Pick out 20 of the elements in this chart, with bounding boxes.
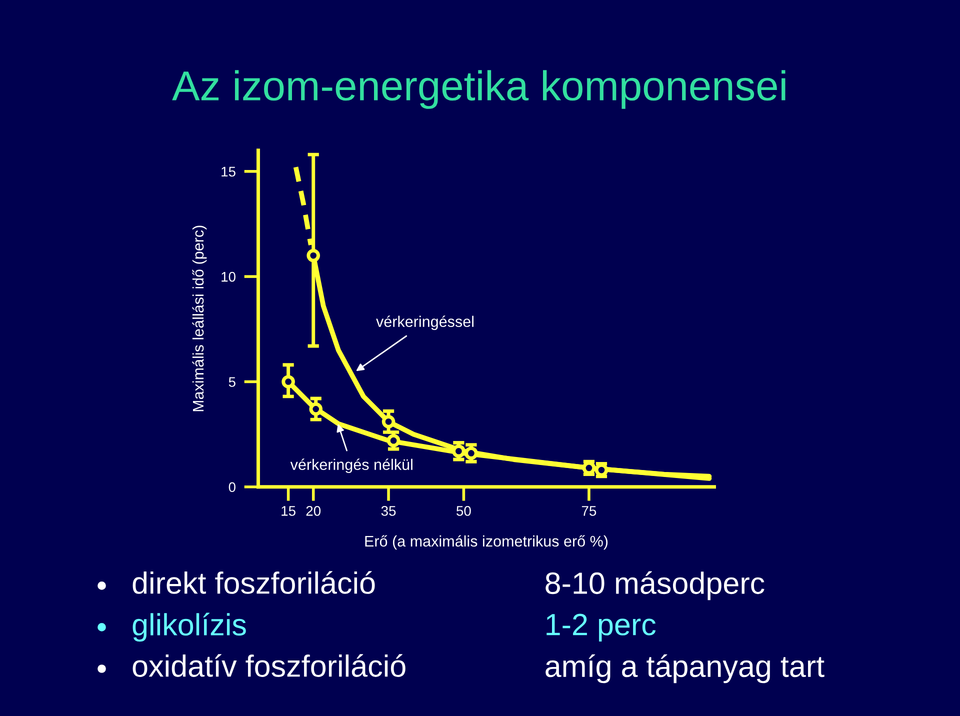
x-tick-label: 50	[456, 506, 471, 516]
x-tick-label: 35	[381, 506, 396, 516]
x-axis-title: Erő (a maximális izometrikus erő %)	[365, 535, 608, 550]
y-tick-label: 0	[228, 482, 236, 492]
text: amíg a tápanyag tart	[546, 654, 824, 684]
text: glikolízis	[132, 612, 246, 642]
y-tick-label: 10	[222, 272, 236, 282]
y-tick-label: 15	[222, 166, 236, 177]
y-tick-label: 5	[228, 377, 236, 387]
annotation: vérkeringéssel	[376, 316, 474, 330]
text: 1-2 perc	[546, 614, 656, 642]
text: oxidatív foszforiláció	[132, 654, 406, 677]
text: direkt foszforiláció	[132, 571, 375, 594]
x-tick-label: 75	[582, 506, 596, 516]
y-axis-title: Maximális leállási idő (perc)	[192, 226, 207, 412]
annotation: vérkeringés nélkül	[290, 458, 412, 474]
chart-title: Az izom-energetika komponensei	[172, 70, 786, 109]
text: 8-10 másodperc	[546, 571, 764, 600]
x-tick-label: 15	[282, 506, 296, 516]
x-tick-label: 20	[306, 506, 321, 516]
